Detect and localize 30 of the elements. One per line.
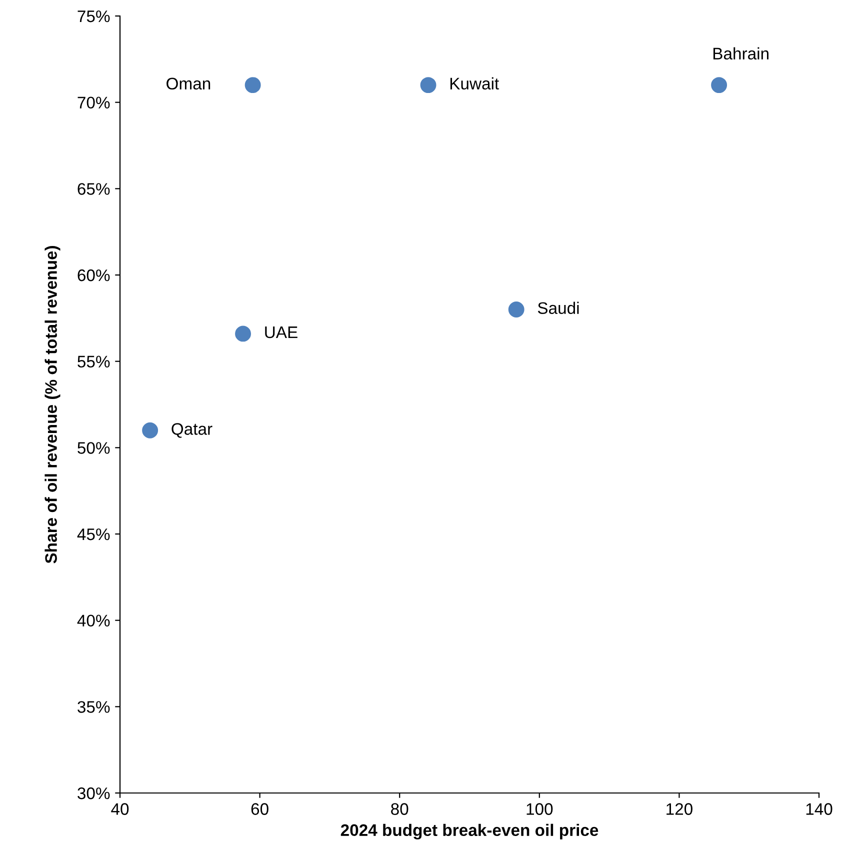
y-tick-label: 65%	[78, 183, 110, 195]
point	[508, 302, 524, 318]
annotation: Bahrain	[713, 47, 768, 60]
annotation: Kuwait	[450, 77, 499, 90]
y-tick-label: 50%	[78, 442, 110, 454]
x-tick-label: 140	[806, 803, 832, 815]
point	[244, 77, 261, 94]
annotation: Saudi	[538, 302, 579, 314]
x-tick-label: 40	[111, 803, 129, 815]
x-axis-title: 2024 budget break-even oil price	[340, 824, 598, 840]
point	[235, 326, 251, 342]
x-tick-label: 120	[666, 803, 692, 815]
annotation: Oman	[166, 78, 210, 90]
annotation: Qatar	[172, 423, 212, 438]
y-tick-label: 75%	[78, 10, 110, 22]
y-tick-label: 45%	[77, 528, 110, 540]
x-tick-label: 100	[526, 803, 553, 815]
x-tick-label: 60	[251, 803, 268, 815]
y-tick-label: 70%	[78, 96, 110, 109]
x-tick-label: 80	[391, 803, 408, 815]
y-tick-label: 55%	[78, 356, 110, 368]
point	[142, 422, 158, 438]
y-tick-label: 60%	[78, 269, 110, 282]
y-tick-label: 35%	[78, 701, 110, 713]
y-axis-title: Share of oil revenue (% of total revenue)	[44, 246, 60, 564]
point	[711, 77, 728, 94]
y-tick-label: 40%	[77, 614, 110, 627]
annotation: UAE	[265, 326, 298, 338]
y-tick-label: 30%	[78, 787, 110, 800]
point	[420, 77, 436, 94]
